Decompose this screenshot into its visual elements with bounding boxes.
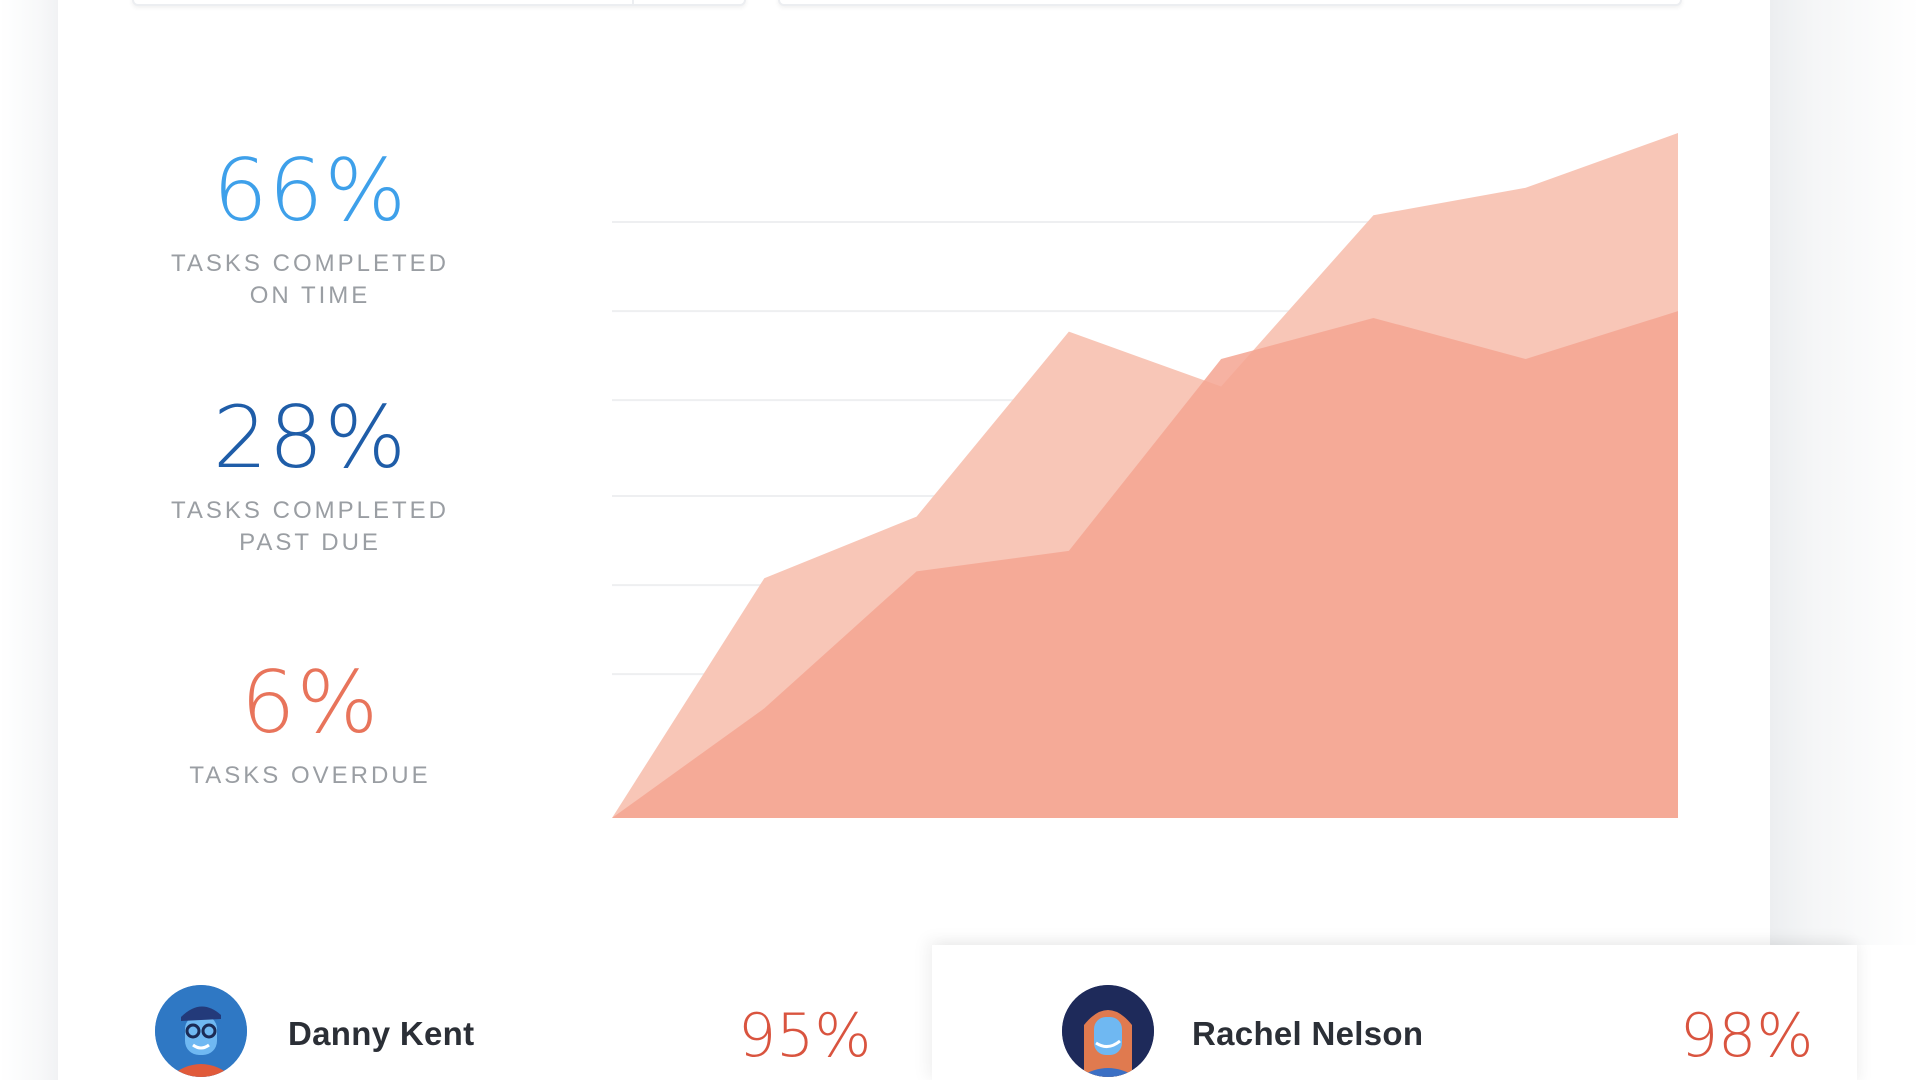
avatar-danny-icon[interactable] <box>155 985 247 1077</box>
stat-label-line2: ON TIME <box>249 282 371 309</box>
stat-label: TASKS COMPLETED ON TIME <box>145 248 475 312</box>
stat-label-line1: TASKS COMPLETED <box>171 497 449 524</box>
user-score: 95% <box>738 1001 872 1071</box>
stat-value: 28% <box>212 388 408 488</box>
stat-on-time: 66% TASKS COMPLETED ON TIME <box>145 148 475 312</box>
stat-overdue: 6% TASKS OVERDUE <box>145 660 475 792</box>
stat-label: TASKS OVERDUE <box>145 760 475 792</box>
user-card-rachel[interactable]: Rachel Nelson 98% <box>932 945 1857 1080</box>
stat-value: 66% <box>212 141 408 241</box>
panel-edge-right <box>1770 0 1920 945</box>
user-name: Danny Kent <box>288 1015 475 1052</box>
panel-edge-left <box>0 0 58 1080</box>
top-card-divider <box>632 0 634 4</box>
avatar-rachel-illustration <box>1062 985 1154 1077</box>
chart-area-series-1 <box>612 311 1678 818</box>
avatar-rachel-icon[interactable] <box>1062 985 1154 1077</box>
avatar-danny-illustration <box>155 985 247 1077</box>
user-card-danny[interactable]: Danny Kent 95% <box>58 945 930 1080</box>
stat-label-line2: PAST DUE <box>239 529 381 556</box>
chart-series-layer <box>612 133 1678 818</box>
stat-value: 6% <box>240 653 380 753</box>
stat-past-due: 28% TASKS COMPLETED PAST DUE <box>145 395 475 559</box>
user-name: Rachel Nelson <box>1192 1015 1424 1052</box>
top-filter-card[interactable] <box>132 0 746 6</box>
stat-label-line1: TASKS OVERDUE <box>189 762 431 789</box>
user-score: 98% <box>1680 1001 1814 1071</box>
stat-label-line1: TASKS COMPLETED <box>171 250 449 277</box>
stat-label: TASKS COMPLETED PAST DUE <box>145 495 475 559</box>
top-search-card[interactable] <box>778 0 1682 6</box>
